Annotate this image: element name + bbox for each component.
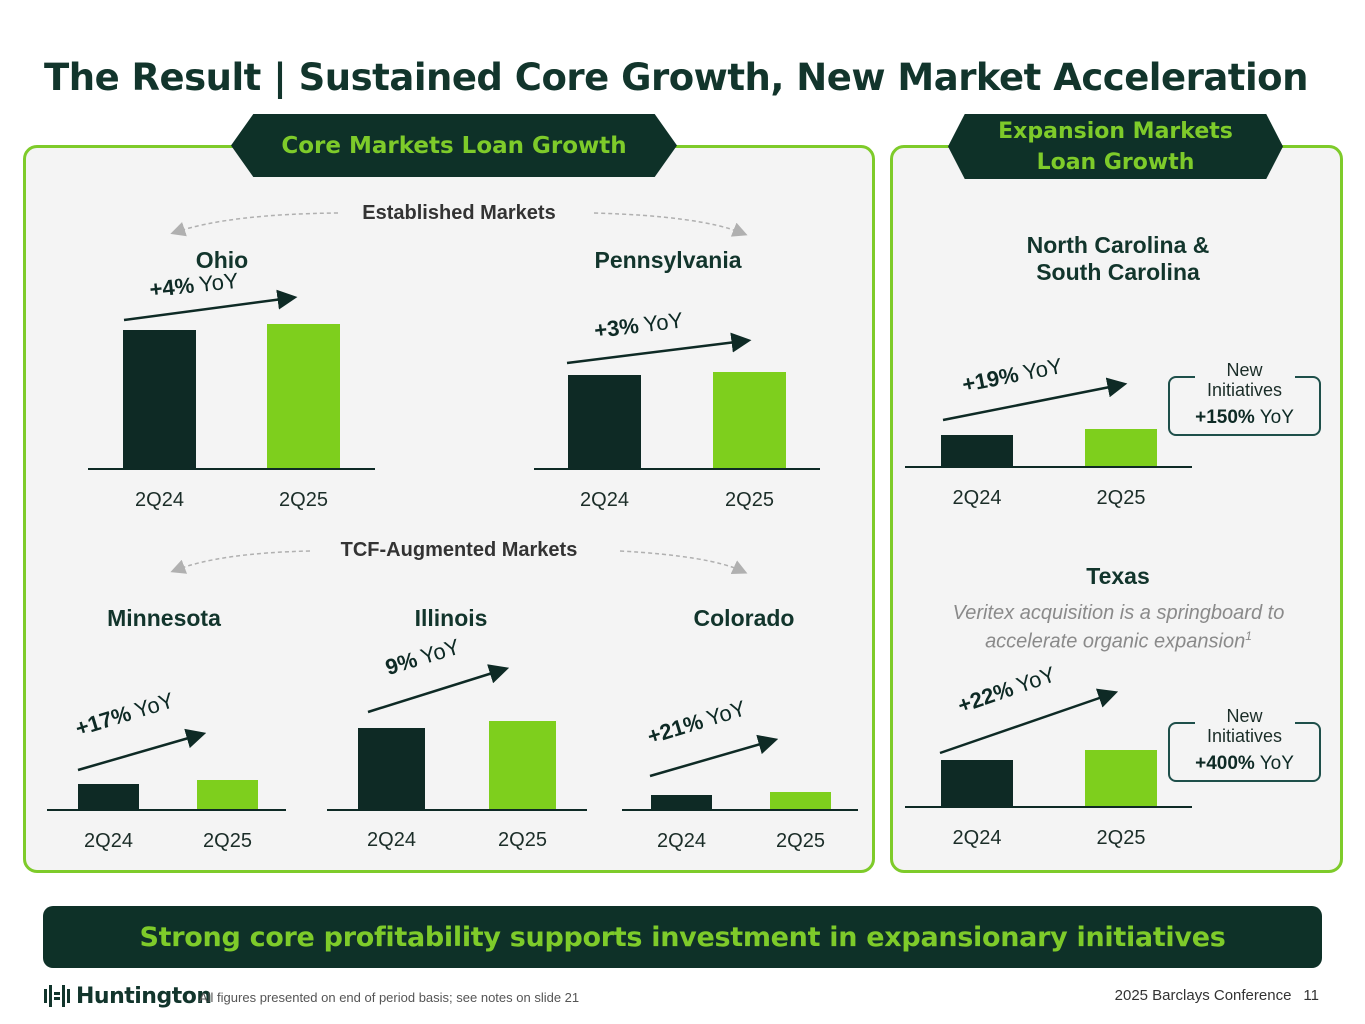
disclaimer: All figures presented on end of period b… [199, 990, 580, 1005]
conference-name: 2025 Barclays Conference [1114, 987, 1292, 1004]
chart-title-illinois: Illinois [414, 605, 488, 631]
pennsylvania-tick-label: 2Q24 [580, 489, 629, 511]
texas-tick-label: 2Q25 [1096, 827, 1146, 849]
illinois-bar-2q24 [358, 728, 425, 809]
new-initiatives-label: New Initiatives [1194, 360, 1295, 400]
texas-axis-line [905, 806, 1192, 808]
minnesota-axis-line [47, 809, 286, 811]
expansion-tab-text: Expansion Markets Loan Growth [998, 118, 1233, 175]
texas-note-text: Veritex acquisition is a springboard to … [952, 602, 1285, 653]
established-markets-label: Established Markets [362, 202, 556, 224]
chart-title-texas: Texas [1086, 563, 1150, 589]
huntington-logo: Huntington [44, 983, 212, 1009]
chart-title-carolinas: North Carolina & South Carolina [1026, 232, 1210, 285]
minnesota-tick-label: 2Q24 [84, 830, 133, 852]
page-title: The Result | Sustained Core Growth, New … [44, 56, 1308, 99]
colorado-tick-label: 2Q24 [657, 830, 706, 852]
pennsylvania-bar-2q24 [568, 375, 641, 468]
page-number: 11 [1303, 987, 1319, 1004]
tcf-markets-label: TCF-Augmented Markets [340, 539, 578, 561]
texas-new-initiatives-box: New Initiatives +400% YoY [1168, 706, 1321, 782]
ohio-tick-label: 2Q25 [279, 489, 328, 511]
carolinas-tick-label: 2Q25 [1096, 487, 1146, 509]
texas-bar-2q25 [1085, 749, 1157, 806]
new-initiatives-value: +400% YoY [1195, 753, 1294, 774]
colorado-bar-2q24 [651, 795, 712, 809]
carolinas-new-initiatives-box: New Initiatives +150% YoY [1168, 360, 1321, 436]
new-initiatives-label: New Initiatives [1194, 706, 1295, 746]
texas-bar-2q24 [941, 760, 1013, 806]
illinois-tick-label: 2Q24 [367, 829, 416, 851]
ohio-axis-line [88, 468, 375, 470]
texas-tick-label: 2Q24 [952, 827, 1002, 849]
carolinas-axis-line [905, 466, 1192, 468]
new-initiatives-value: +150% YoY [1195, 407, 1294, 428]
chart-title-ohio: Ohio [195, 247, 249, 273]
pennsylvania-axis-line [534, 468, 820, 470]
carolinas-tick-label: 2Q24 [952, 487, 1002, 509]
colorado-bar-2q25 [770, 792, 831, 809]
texas-note-footnote: 1 [1245, 629, 1252, 643]
ohio-bar-2q25 [267, 324, 340, 468]
illinois-bar-2q25 [489, 720, 556, 809]
colorado-axis-line [622, 809, 858, 811]
pennsylvania-yoy-suffix: YoY [642, 307, 685, 337]
minnesota-bar-2q25 [197, 779, 258, 809]
minnesota-tick-label: 2Q25 [203, 830, 252, 852]
ohio-bar-2q24 [123, 330, 196, 468]
carolinas-bar-2q25 [1085, 429, 1157, 466]
conference-footer: 2025 Barclays Conference 11 [1115, 987, 1319, 1004]
minnesota-bar-2q24 [78, 784, 139, 809]
chart-title-pennsylvania: Pennsylvania [594, 247, 742, 273]
pennsylvania-bar-2q25 [713, 372, 786, 468]
carolinas-bar-2q24 [941, 435, 1013, 466]
core-markets-tab: Core Markets Loan Growth [231, 114, 677, 177]
colorado-tick-label: 2Q25 [776, 830, 825, 852]
logo-text: Huntington [76, 983, 212, 1009]
illinois-tick-label: 2Q25 [498, 829, 547, 851]
huntington-logo-icon [44, 985, 70, 1007]
chart-title-colorado: Colorado [693, 605, 795, 631]
ohio-tick-label: 2Q24 [135, 489, 184, 511]
footer-banner: Strong core profitability supports inves… [43, 906, 1322, 968]
pennsylvania-tick-label: 2Q25 [725, 489, 774, 511]
expansion-markets-tab: Expansion Markets Loan Growth [948, 114, 1283, 179]
chart-title-minnesota: Minnesota [107, 605, 221, 631]
ohio-yoy-value: +4% [148, 272, 196, 303]
pennsylvania-yoy-value: +3% [592, 312, 641, 344]
illinois-axis-line [327, 809, 587, 811]
texas-note: Veritex acquisition is a springboard to … [931, 602, 1306, 654]
